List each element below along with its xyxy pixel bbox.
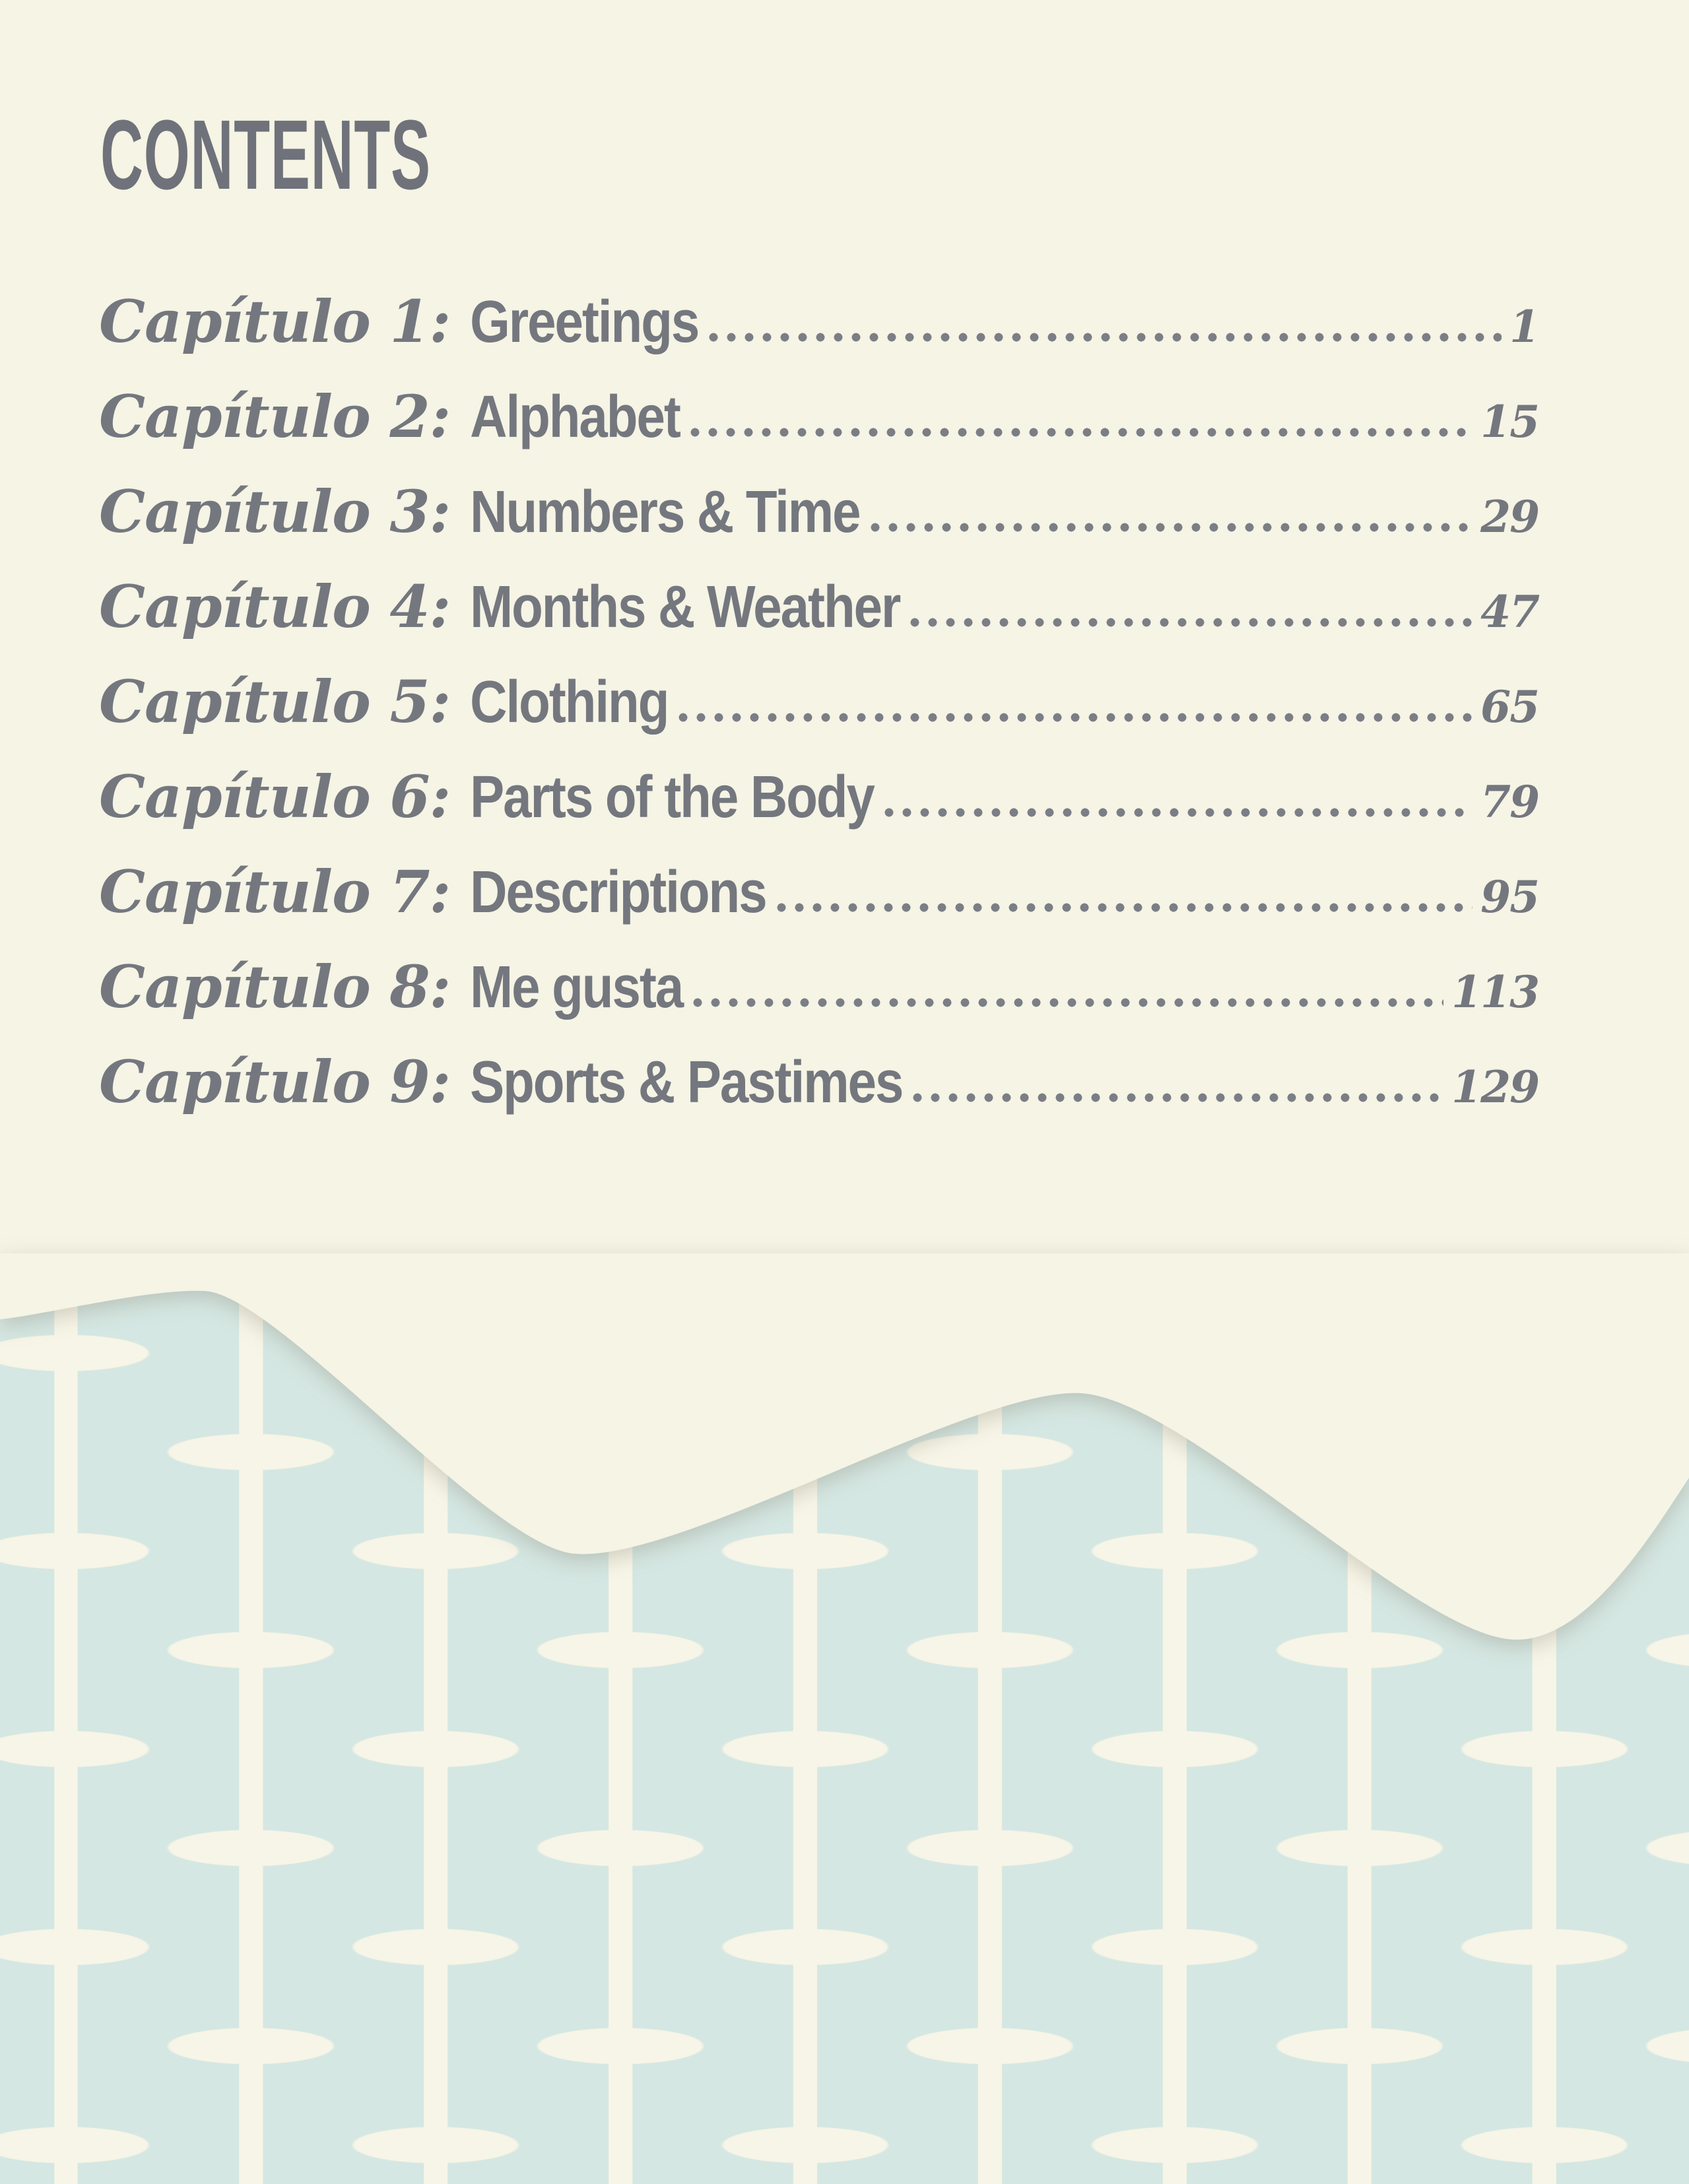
chapter-title: Parts of the Body xyxy=(470,763,875,830)
chapter-label: Capítulo 9: xyxy=(99,1047,451,1116)
dotted-leader xyxy=(910,618,1473,627)
chapter-label: Capítulo 4: xyxy=(99,572,451,641)
chapter-label: Capítulo 3: xyxy=(99,477,451,546)
chapter-title: Alphabet xyxy=(470,383,681,450)
page-number: 47 xyxy=(1480,586,1540,638)
dotted-leader xyxy=(690,428,1473,437)
page-number: 79 xyxy=(1480,776,1540,828)
dotted-leader xyxy=(693,998,1444,1007)
toc-row: Capítulo 3: Numbers & Time 29 xyxy=(99,477,1540,546)
dotted-leader xyxy=(913,1093,1444,1102)
toc-row: Capítulo 4: Months & Weather 47 xyxy=(99,572,1540,641)
chapter-title: Clothing xyxy=(470,668,669,735)
chapter-title: Sports & Pastimes xyxy=(470,1048,904,1115)
chapter-label: Capítulo 1: xyxy=(99,287,451,356)
chapter-title: Descriptions xyxy=(470,858,767,925)
page-number: 1 xyxy=(1509,301,1540,352)
page-number: 15 xyxy=(1480,396,1540,447)
page-title: CONTENTS xyxy=(100,100,431,211)
toc-row: Capítulo 6: Parts of the Body 79 xyxy=(99,762,1540,831)
chapter-label: Capítulo 7: xyxy=(99,857,451,926)
chapter-label: Capítulo 5: xyxy=(99,667,451,736)
chapter-label: Capítulo 8: xyxy=(99,952,451,1021)
woven-pattern-footer xyxy=(0,1253,1689,2184)
table-of-contents: Capítulo 1: Greetings 1 Capítulo 2: Alph… xyxy=(99,287,1540,1148)
chapter-label: Capítulo 2: xyxy=(99,382,451,451)
chapter-label: Capítulo 6: xyxy=(99,762,451,831)
dotted-leader xyxy=(709,333,1502,342)
toc-row: Capítulo 5: Clothing 65 xyxy=(99,667,1540,736)
chapter-title: Me gusta xyxy=(470,953,684,1020)
page-number: 65 xyxy=(1480,681,1540,733)
chapter-title: Greetings xyxy=(470,288,700,355)
dotted-leader xyxy=(870,523,1473,532)
toc-row: Capítulo 8: Me gusta 113 xyxy=(99,952,1540,1021)
toc-row: Capítulo 2: Alphabet 15 xyxy=(99,382,1540,451)
page-number: 129 xyxy=(1451,1061,1540,1113)
toc-row: Capítulo 1: Greetings 1 xyxy=(99,287,1540,356)
dotted-leader xyxy=(679,713,1473,722)
dotted-leader xyxy=(776,903,1473,912)
toc-row: Capítulo 7: Descriptions 95 xyxy=(99,857,1540,926)
chapter-title: Months & Weather xyxy=(470,573,901,640)
toc-row: Capítulo 9: Sports & Pastimes 129 xyxy=(99,1047,1540,1116)
drip-wave-shape xyxy=(0,1253,1689,1640)
page-number: 29 xyxy=(1480,491,1540,543)
dotted-leader xyxy=(884,808,1473,817)
chapter-title: Numbers & Time xyxy=(470,478,861,545)
page-number: 95 xyxy=(1480,871,1540,923)
page-number: 113 xyxy=(1451,966,1540,1018)
